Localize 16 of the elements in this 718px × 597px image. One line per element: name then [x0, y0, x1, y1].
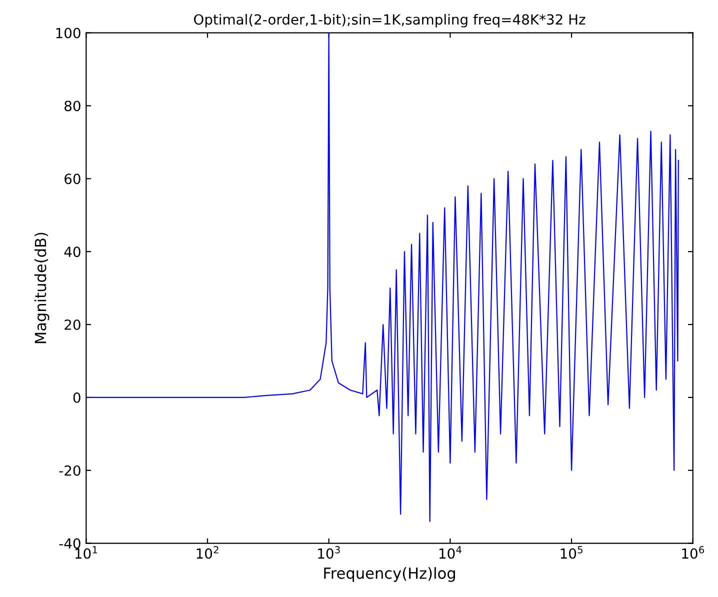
x-tick-label: 10$^{5}$ [560, 546, 582, 559]
x-tick-label: 10$^{4}$ [439, 546, 462, 559]
y-tick-label: -40 [59, 538, 80, 549]
chart-title: Optimal(2-order,1-bit);sin=1K,sampling freq=48K*32 Hz [194, 14, 586, 28]
y-tick-label: 100 [56, 28, 80, 38]
y-tick-label: 40 [64, 246, 80, 258]
y-tick-label: -20 [59, 465, 80, 476]
y-tick-label: 0 [73, 392, 80, 403]
x-tick-label: 10$^{2}$ [196, 546, 218, 559]
y-tick-label: 20 [64, 319, 80, 330]
y-tick-label: 60 [64, 174, 80, 184]
y-tick-label: 80 [64, 100, 80, 112]
y-axis-title: Magnitude(dB) [34, 232, 50, 344]
x-tick-label: 10$^{6}$ [682, 546, 704, 559]
x-axis-title: Frequency(Hz)log [324, 567, 455, 582]
x-tick-label: 10$^{3}$ [318, 546, 340, 559]
